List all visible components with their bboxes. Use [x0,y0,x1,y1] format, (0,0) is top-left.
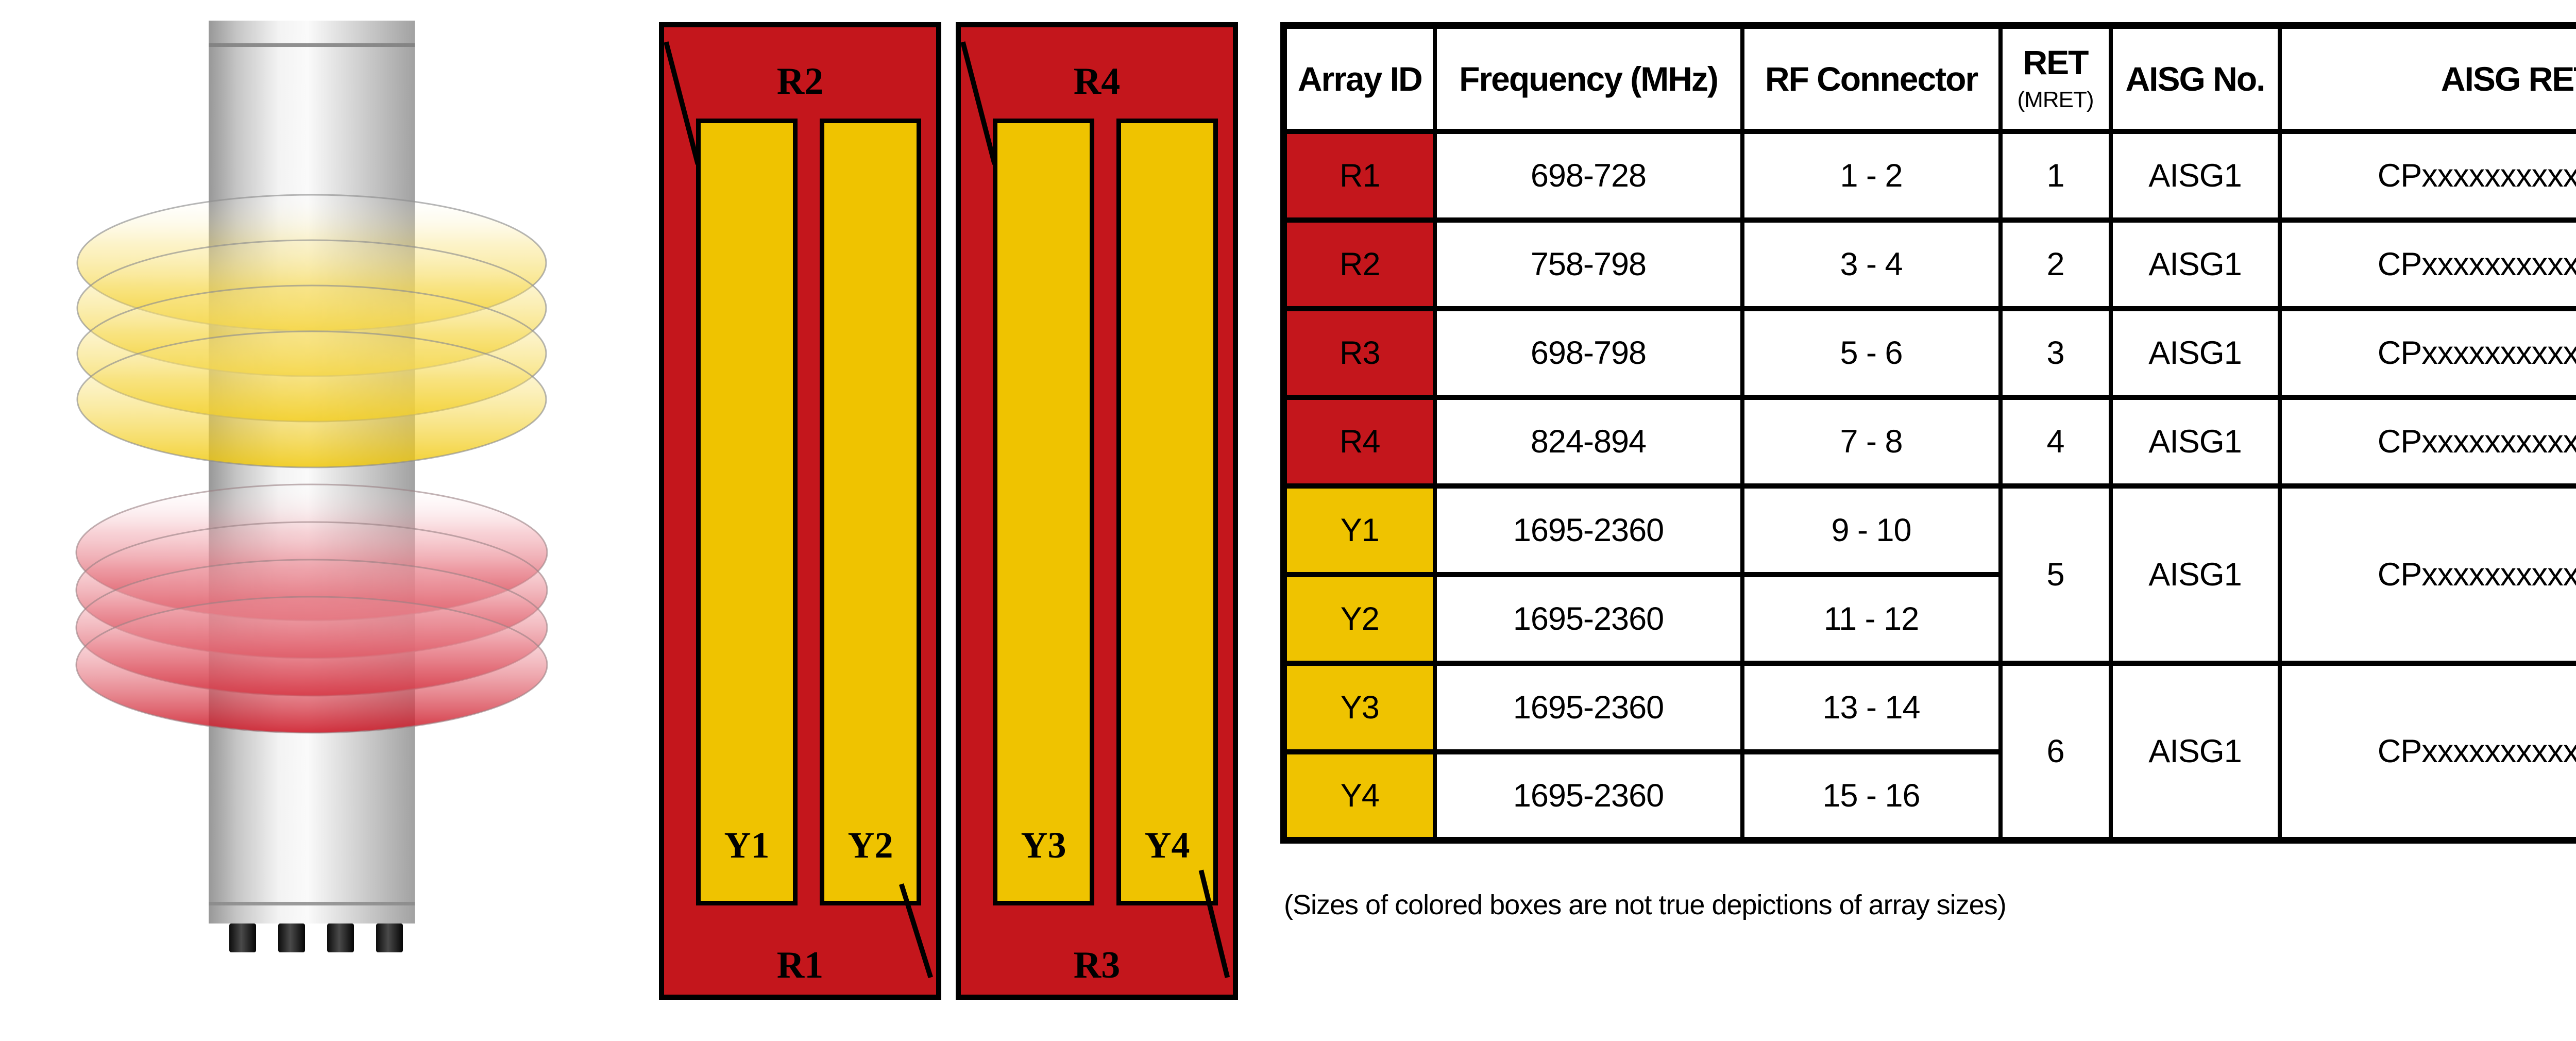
connector-pin [327,924,354,952]
connector-pin [278,924,305,952]
ret-cell: 1 [1998,128,2113,223]
array-id-cell: Y1 [1281,483,1437,577]
red-disc [75,596,548,734]
rf-connector-cell: 15 - 16 [1740,749,2003,843]
array-id-cell: Y4 [1281,749,1437,843]
table-row-y2: Y2 1695-2360 11 - 12 [1281,572,2576,666]
table-row-r1: R1 698-728 1 - 2 1 AISG1 CPxxxxxxxxxxxxx… [1281,128,2576,223]
frequency-cell: 758-798 [1432,217,1744,311]
bar-label-y1: Y1 [724,825,770,866]
col-header-aisg-no: AISG No. [2108,23,2282,134]
frequency-cell: 1695-2360 [1432,483,1744,577]
array-bar-y3: Y3 [993,119,1094,905]
array-bar-y2: Y2 [820,119,921,905]
red-disc-stack [75,483,548,734]
frequency-cell: 1695-2360 [1432,749,1744,843]
table-row-r2: R2 758-798 3 - 4 2 AISG1 CPxxxxxxxxxxxxx… [1281,217,2576,311]
frequency-cell: 698-728 [1432,128,1744,223]
ret-cell-merged: 5 [1998,483,2113,666]
cylinder-top-seam [209,43,415,47]
panel2-top-label: R4 [1073,60,1121,103]
aisg-ret-uid-cell: CPxxxxxxxxxxxxxxMM.3 [2277,306,2576,400]
table-row-r3: R3 698-798 5 - 6 3 AISG1 CPxxxxxxxxxxxxx… [1281,306,2576,400]
col-header-rf-connector: RF Connector [1740,23,2003,134]
col-header-aisg-ret-uid: AISG RET UID [2277,23,2576,134]
rf-connector-cell: 11 - 12 [1740,572,2003,666]
connector-pin [376,924,403,952]
table-row-y4: Y4 1695-2360 15 - 16 [1281,749,2576,843]
array-id-cell: R1 [1281,128,1437,223]
rf-connector-cell: 3 - 4 [1740,217,2003,311]
aisg-no-cell: AISG1 [2108,217,2282,311]
table-row-r4: R4 824-894 7 - 8 4 AISG1 CPxxxxxxxxxxxxx… [1281,394,2576,489]
array-id-cell: R2 [1281,217,1437,311]
rf-connector-cell: 5 - 6 [1740,306,2003,400]
array-bar-y1: Y1 [696,119,798,905]
col-header-ret: RET (MRET) [1998,23,2113,134]
panel1-top-label: R2 [776,60,824,103]
aisg-ret-uid-cell-merged: CPxxxxxxxxxxxxxxMM.6 [2277,660,2576,843]
connector-pins [229,924,403,952]
frequency-cell: 698-798 [1432,306,1744,400]
array-panel-2: R4 Y3 Y4 R3 [956,22,1238,1000]
aisg-ret-uid-cell: CPxxxxxxxxxxxxxxMM.2 [2277,217,2576,311]
col-header-array-id: Array ID [1281,23,1437,134]
ret-header-main: RET [2023,43,2089,81]
cylinder-bottom-seam [209,902,415,905]
rf-connector-cell: 7 - 8 [1740,394,2003,489]
array-id-cell: R4 [1281,394,1437,489]
rf-connector-cell: 1 - 2 [1740,128,2003,223]
frequency-cell: 1695-2360 [1432,660,1744,754]
table-row-y1: Y1 1695-2360 9 - 10 5 AISG1 CPxxxxxxxxxx… [1281,483,2576,666]
connector-pin [229,924,256,952]
aisg-no-cell: AISG1 [2108,128,2282,223]
array-panel-1: R2 Y1 Y2 R1 [659,22,941,1000]
table-row-y3: Y3 1695-2360 13 - 14 6 AISG1 CPxxxxxxxxx… [1281,660,2576,843]
aisg-ret-uid-cell: CPxxxxxxxxxxxxxxMM.1 [2277,128,2576,223]
ret-cell: 2 [1998,217,2113,311]
table-header-row: Array ID Frequency (MHz) RF Connector RE… [1281,23,2576,134]
antenna-illustration [75,21,548,952]
rf-connector-cell: 13 - 14 [1740,660,2003,754]
ret-header-sub: (MRET) [2017,87,2094,113]
aisg-ret-uid-cell-merged: CPxxxxxxxxxxxxxxMM.5 [2277,483,2576,666]
frequency-cell: 824-894 [1432,394,1744,489]
array-id-cell: R3 [1281,306,1437,400]
frequency-cell: 1695-2360 [1432,572,1744,666]
ret-config-table: Array ID Frequency (MHz) RF Connector RE… [1280,22,2576,844]
antenna-cylinder [209,21,415,924]
footnote: (Sizes of colored boxes are not true dep… [1284,889,2007,920]
panel2-bottom-label: R3 [1073,944,1121,986]
aisg-ret-uid-cell: CPxxxxxxxxxxxxxxMM.4 [2277,394,2576,489]
col-header-frequency: Frequency (MHz) [1432,23,1744,134]
aisg-no-cell: AISG1 [2108,394,2282,489]
array-id-cell: Y3 [1281,660,1437,754]
bar-label-y4: Y4 [1144,825,1190,866]
ret-cell: 3 [1998,306,2113,400]
panel1-bottom-label: R1 [776,944,824,986]
aisg-no-cell-merged: AISG1 [2108,483,2282,666]
yellow-disc-stack [76,194,547,468]
rf-connector-cell: 9 - 10 [1740,483,2003,577]
array-id-cell: Y2 [1281,572,1437,666]
ret-cell: 4 [1998,394,2113,489]
array-bar-y4: Y4 [1116,119,1218,905]
aisg-no-cell: AISG1 [2108,306,2282,400]
ret-cell-merged: 6 [1998,660,2113,843]
bar-label-y3: Y3 [1021,825,1066,866]
bar-label-y2: Y2 [848,825,893,866]
aisg-no-cell-merged: AISG1 [2108,660,2282,843]
yellow-disc [76,330,547,468]
